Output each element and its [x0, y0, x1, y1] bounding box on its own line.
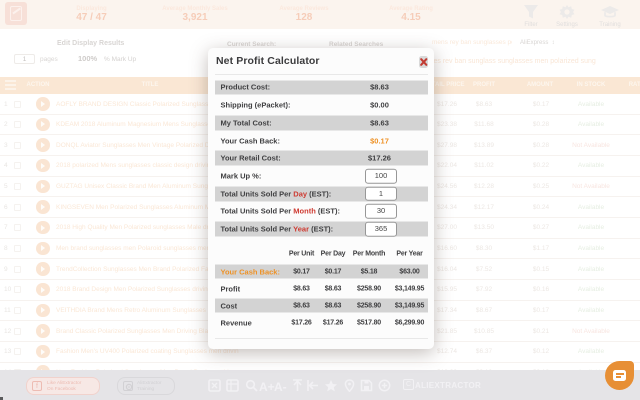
svg-text:A-: A- [274, 380, 287, 393]
svg-text:A+: A+ [259, 380, 275, 393]
